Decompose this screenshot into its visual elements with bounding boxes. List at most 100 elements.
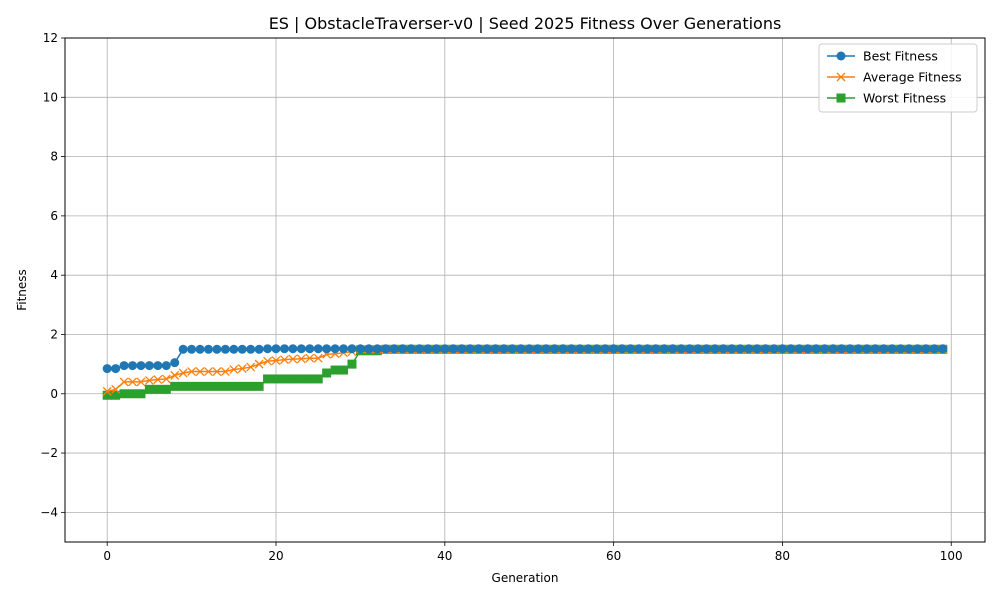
- best-fitness-point: [853, 344, 863, 354]
- y-tick-label: 12: [43, 31, 58, 45]
- best-fitness-point: [558, 344, 568, 354]
- best-fitness-point: [254, 344, 264, 354]
- best-fitness-point: [448, 344, 458, 354]
- average-fitness-point: [296, 354, 306, 364]
- y-tick-label: 4: [50, 268, 58, 282]
- marker-stroke: [279, 355, 289, 365]
- worst-fitness-point: [161, 384, 171, 394]
- legend-box: [818, 43, 978, 113]
- worst-fitness-point: [102, 390, 112, 400]
- best-fitness-point: [457, 344, 467, 354]
- worst-fitness-point: [187, 381, 197, 391]
- marker-stroke: [229, 364, 239, 374]
- average-fitness-point: [279, 355, 289, 365]
- best-fitness-point: [499, 344, 509, 354]
- worst-fitness-point: [313, 374, 323, 384]
- best-fitness-point: [178, 344, 188, 354]
- average-fitness-point: [128, 377, 137, 387]
- worst-fitness-point: [178, 381, 188, 391]
- legend: Best Fitness Average Fitness Worst Fitness: [818, 43, 978, 113]
- x-tick-label: 20: [268, 549, 283, 563]
- average-fitness-point: [271, 356, 281, 366]
- x-tick-label: 100: [940, 549, 963, 563]
- legend-label: Best Fitness: [863, 49, 938, 64]
- best-fitness-point: [845, 344, 855, 354]
- marker-stroke: [178, 368, 188, 378]
- marker-stroke: [144, 375, 154, 385]
- legend-item-best-fitness: Best Fitness: [827, 49, 938, 64]
- best-fitness-point: [676, 344, 686, 354]
- marker-stroke: [102, 386, 112, 396]
- worst-fitness-point: [136, 389, 146, 399]
- marker-stroke: [212, 367, 222, 376]
- best-fitness-point: [634, 344, 644, 354]
- y-tick-label: 2: [50, 327, 58, 341]
- series-layer: [102, 344, 948, 400]
- average-fitness-point: [305, 353, 315, 363]
- best-fitness-point: [111, 364, 121, 374]
- best-fitness-series: [102, 344, 948, 374]
- worst-fitness-point: [347, 359, 357, 369]
- best-fitness-point: [752, 344, 762, 354]
- worst-fitness-point: [153, 384, 163, 394]
- best-fitness-point: [642, 344, 652, 354]
- average-fitness-point: [237, 364, 247, 374]
- plot-frame: [64, 37, 986, 543]
- best-fitness-point: [626, 344, 636, 354]
- average-fitness-point: [187, 367, 197, 376]
- best-fitness-point: [583, 344, 593, 354]
- best-fitness-point: [229, 344, 239, 354]
- average-fitness-point: [288, 354, 298, 364]
- marker-stroke: [237, 364, 247, 374]
- marker-stroke: [254, 359, 264, 369]
- average-fitness-point: [178, 368, 188, 378]
- best-fitness-point: [786, 344, 796, 354]
- best-fitness-point: [550, 344, 560, 354]
- marker-stroke: [263, 356, 273, 366]
- marker-stroke: [271, 356, 281, 366]
- average-fitness-point: [263, 356, 273, 366]
- legend-item-average-fitness: Average Fitness: [827, 70, 962, 85]
- worst-fitness-point: [322, 368, 332, 378]
- worst-fitness-point: [237, 381, 247, 391]
- best-fitness-point: [474, 344, 484, 354]
- marker-stroke: [170, 370, 180, 380]
- average-fitness-point: [195, 367, 205, 376]
- legend-label: Worst Fitness: [863, 91, 946, 106]
- best-fitness-point: [651, 344, 661, 354]
- best-fitness-point: [592, 344, 602, 354]
- worst-fitness-point: [246, 381, 256, 391]
- x-tick-label: 40: [437, 549, 452, 563]
- best-fitness-point: [533, 344, 543, 354]
- best-fitness-point: [659, 344, 669, 354]
- marker-stroke: [246, 362, 256, 372]
- marker-stroke: [153, 375, 163, 384]
- marker-stroke: [195, 367, 205, 376]
- worst-fitness-point: [339, 365, 349, 375]
- best-fitness-point: [288, 344, 298, 354]
- best-fitness-point: [414, 344, 424, 354]
- marker-stroke: [313, 353, 323, 363]
- worst-fitness-point: [203, 381, 213, 391]
- best-fitness-point: [398, 344, 408, 354]
- best-fitness-point: [195, 344, 205, 354]
- best-fitness-point: [879, 344, 889, 354]
- average-fitness-point: [212, 367, 222, 376]
- worst-fitness-point: [195, 381, 205, 391]
- best-fitness-point: [701, 344, 711, 354]
- best-fitness-point: [794, 344, 804, 354]
- best-fitness-point: [237, 344, 247, 354]
- best-fitness-point: [929, 344, 939, 354]
- marker-stroke: [187, 367, 197, 376]
- y-tick-label: 8: [50, 150, 58, 164]
- best-fitness-point: [406, 344, 416, 354]
- worst-fitness-point: [305, 374, 315, 384]
- best-fitness-point: [685, 344, 695, 354]
- worst-fitness-point: [111, 390, 121, 400]
- worst-fitness-point: [271, 374, 281, 384]
- marker-stroke: [161, 374, 171, 384]
- best-fitness-point: [820, 344, 830, 354]
- worst-fitness-point: [220, 381, 230, 391]
- average-fitness-point: [144, 375, 154, 385]
